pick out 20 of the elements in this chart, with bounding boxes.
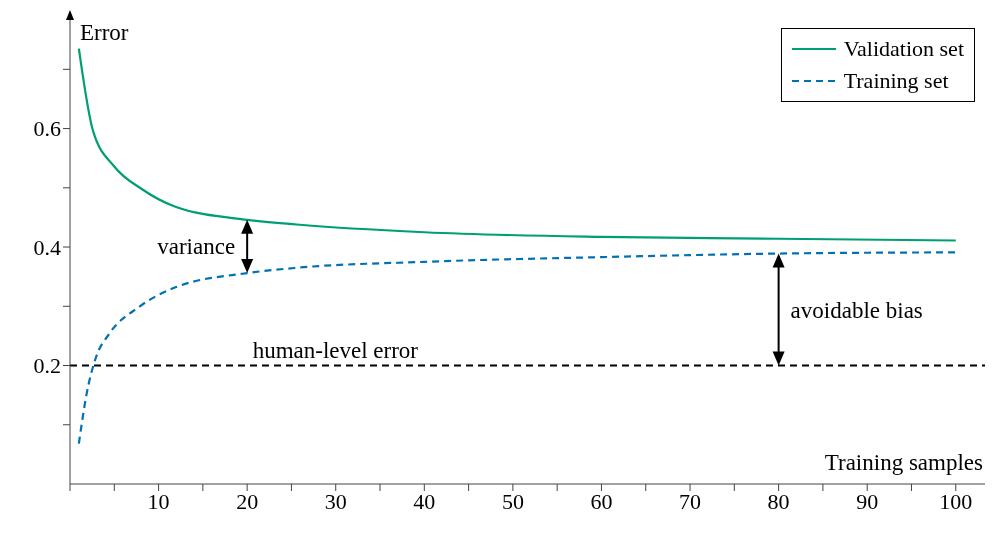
annotation: variance <box>157 234 236 260</box>
x-tick-label: 70 <box>679 488 702 514</box>
x-tick-label: 80 <box>767 488 790 514</box>
x-tick-label: 10 <box>147 488 170 514</box>
y-axis-title: Error <box>80 20 129 45</box>
y-tick-label: 0.2 <box>33 353 61 379</box>
y-tick-label: 0.6 <box>33 116 61 142</box>
x-tick-label: 20 <box>236 488 259 514</box>
ref-line-label: human-level error <box>252 337 419 363</box>
x-tick-label: 30 <box>324 488 347 514</box>
x-tick-label: 90 <box>856 488 879 514</box>
legend-label: Training set <box>843 67 949 95</box>
x-tick-label: 60 <box>590 488 613 514</box>
x-tick-label: 50 <box>501 488 524 514</box>
legend-label: Validation set <box>843 35 964 63</box>
annotation: avoidable bias <box>790 297 923 323</box>
x-axis-title: Training samples <box>824 450 984 475</box>
y-tick-label: 0.4 <box>33 234 61 260</box>
x-tick-label: 100 <box>939 488 973 514</box>
x-tick-label: 40 <box>413 488 436 514</box>
